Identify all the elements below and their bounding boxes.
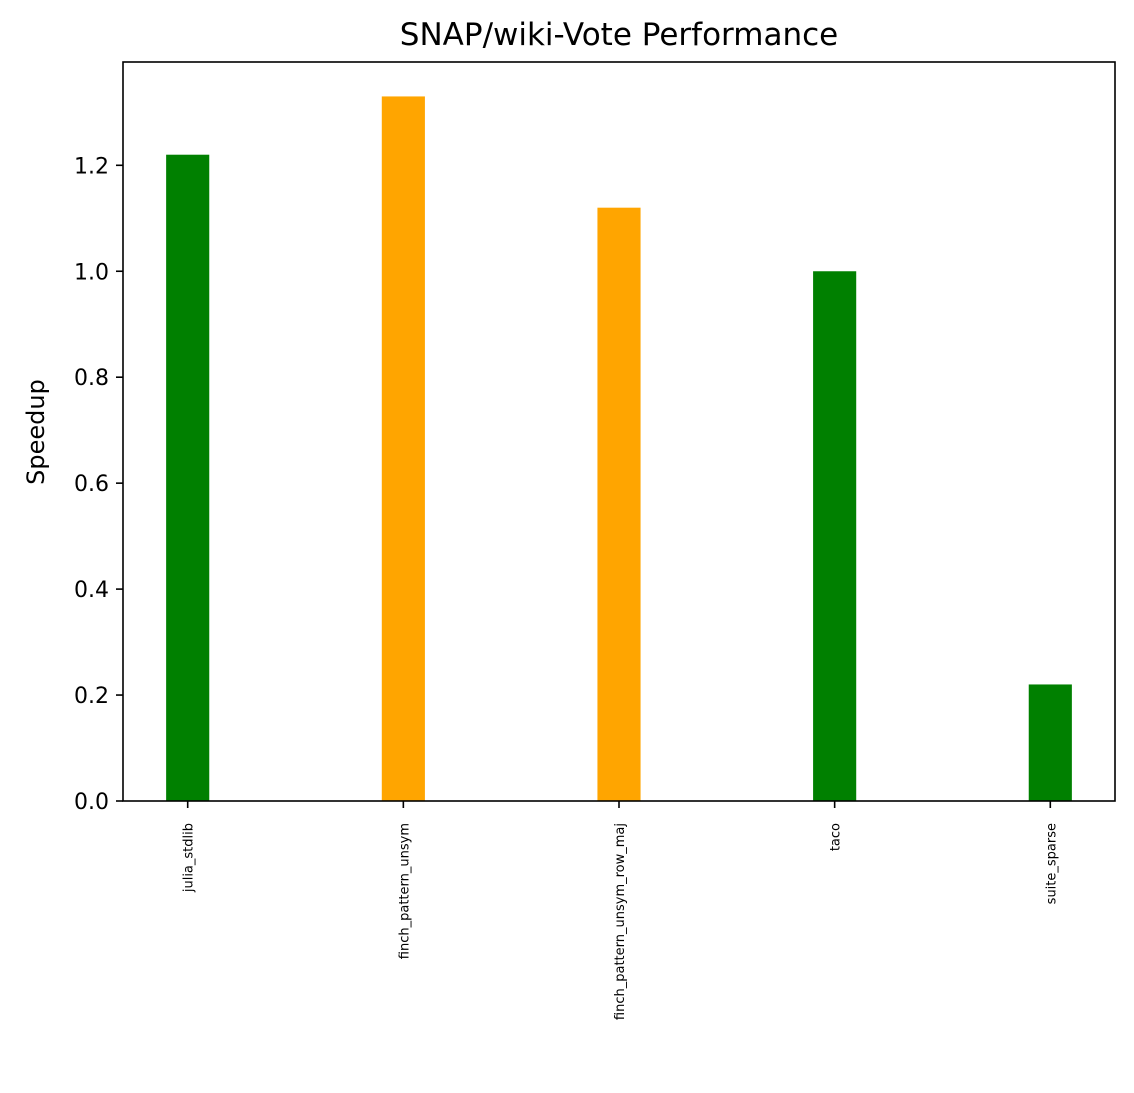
y-tick-label: 0.4	[74, 578, 109, 603]
bar-suite_sparse	[1028, 684, 1072, 801]
bar-finch_pattern_unsym_row_maj	[597, 207, 641, 801]
chart-title: SNAP/wiki-Vote Performance	[400, 17, 838, 53]
y-tick-label: 0.8	[74, 366, 109, 391]
x-tick-label: finch_pattern_unsym	[397, 823, 412, 959]
y-tick-label: 1.0	[74, 260, 109, 285]
bar-julia_stdlib	[166, 154, 210, 801]
x-tick-label: finch_pattern_unsym_row_maj	[613, 823, 628, 1020]
x-tick-label: suite_sparse	[1044, 823, 1059, 904]
bars-group	[166, 96, 1072, 802]
y-axis-label: Speedup	[22, 379, 50, 485]
y-tick-label: 1.2	[74, 154, 109, 179]
x-axis-ticks: julia_stdlib finch_pattern_unsym finch_pat…	[182, 801, 1059, 1020]
y-tick-label: 0.6	[74, 472, 109, 497]
x-tick-label: julia_stdlib	[182, 823, 197, 893]
plot-area-frame	[122, 61, 1116, 802]
bar-taco	[813, 271, 857, 802]
y-tick-label: 0.2	[74, 684, 109, 709]
x-tick-label: taco	[829, 823, 844, 851]
y-axis-ticks: 0.0 0.2 0.4 0.6 0.8 1.0 1.2	[74, 154, 123, 815]
y-tick-label: 0.0	[74, 790, 109, 815]
bar-finch_pattern_unsym	[381, 96, 425, 801]
